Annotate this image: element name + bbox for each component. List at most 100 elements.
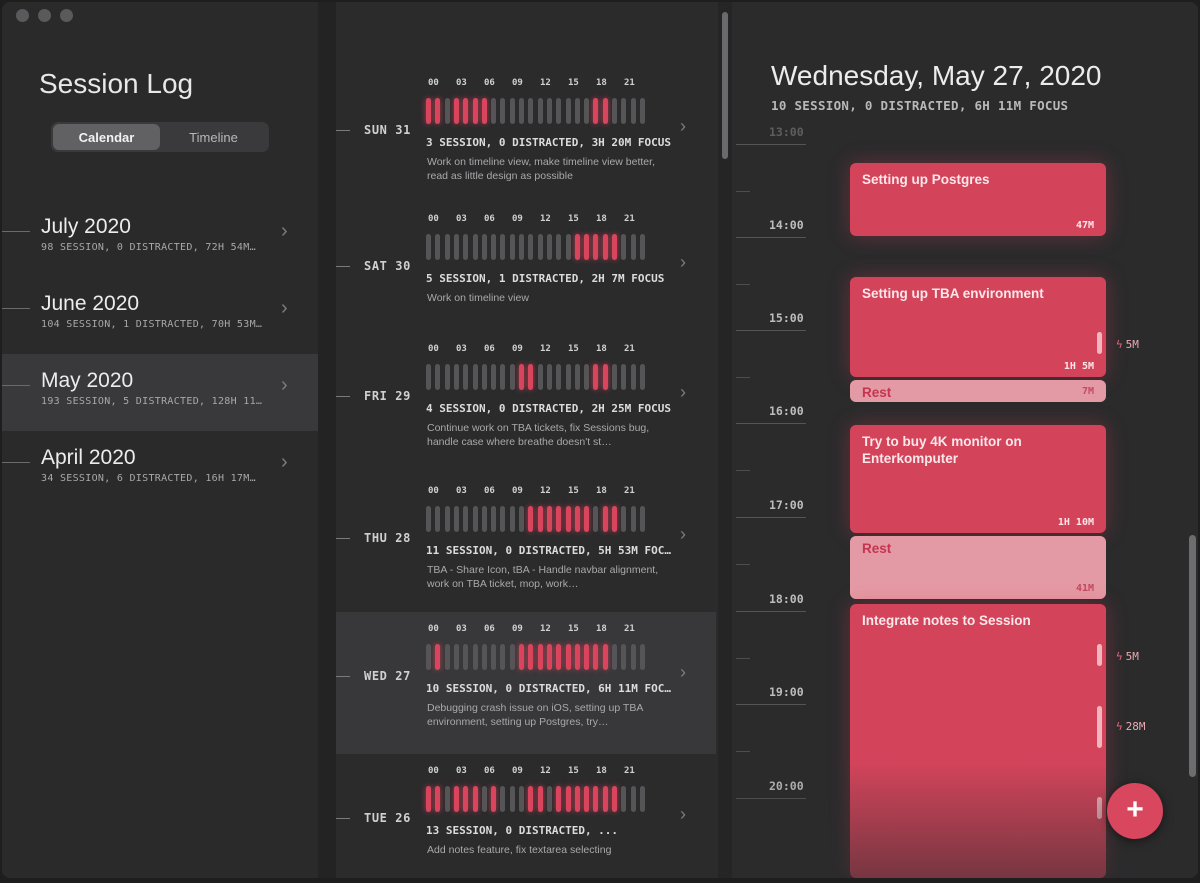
hour-bar <box>565 506 571 532</box>
hour-label: 21 <box>624 344 635 354</box>
hour-bar <box>481 506 487 532</box>
hour-bar <box>472 644 478 670</box>
hour-bar <box>621 506 627 532</box>
day-row-fri-29[interactable]: FRI 29 00 03 06 09 12 15 18 21 4 SESSION, 0 DISTR… <box>336 332 716 474</box>
hour-bar <box>556 364 562 390</box>
hour-label: 06 <box>484 214 495 224</box>
detail-scrollbar[interactable] <box>1187 2 1198 878</box>
hour-bar <box>509 234 515 260</box>
chevron-right-icon: › <box>281 297 288 319</box>
chevron-right-icon: › <box>680 382 686 402</box>
hour-label: 16:00 <box>769 404 804 418</box>
day-row-sun-31[interactable]: SUN 31 00 03 06 09 12 15 18 21 3 SESSION, 0 DISTR… <box>336 66 716 202</box>
half-hour-tick <box>736 564 750 565</box>
hour-bar <box>491 364 497 390</box>
month-item-june[interactable]: June 2020 104 SESSION, 1 DISTRACTED, 70H… <box>2 277 318 354</box>
add-session-button[interactable]: + <box>1107 783 1163 839</box>
hour-label: 12 <box>540 78 551 88</box>
close-window-button[interactable] <box>16 9 29 22</box>
month-item-may[interactable]: May 2020 193 SESSION, 5 DISTRACTED, 128H… <box>2 354 318 431</box>
scrollbar-thumb[interactable] <box>722 12 728 159</box>
view-segmented-control: Calendar Timeline <box>51 122 269 152</box>
block-title: Rest <box>862 541 892 556</box>
hour-bar <box>491 786 497 812</box>
hour-label: 09 <box>512 214 523 224</box>
month-item-april[interactable]: April 2020 34 SESSION, 6 DISTRACTED, 16H… <box>2 431 318 508</box>
hour-label: 15 <box>568 214 579 224</box>
pane-divider[interactable] <box>318 2 336 878</box>
day-stats: 3 SESSION, 0 DISTRACTED, 3H 20M FOCUS <box>426 136 672 149</box>
scrollbar-thumb[interactable] <box>1189 535 1196 777</box>
hour-label: 03 <box>456 624 467 634</box>
hour-bar <box>537 644 543 670</box>
hour-bar <box>593 644 599 670</box>
month-item-july[interactable]: July 2020 98 SESSION, 0 DISTRACTED, 72H … <box>2 200 318 277</box>
hour-line <box>736 237 806 238</box>
minimize-window-button[interactable] <box>38 9 51 22</box>
session-block[interactable]: Integrate notes to Session <box>850 604 1106 878</box>
hour-bar <box>537 234 543 260</box>
hour-bar <box>453 506 459 532</box>
hour-bar <box>491 234 497 260</box>
hour-label: 06 <box>484 344 495 354</box>
day-row-tue-26[interactable]: TUE 26 00 03 06 09 12 15 18 21 13 SESSION, 0 DIST… <box>336 754 716 874</box>
segment-timeline[interactable]: Timeline <box>189 129 238 145</box>
hour-bar <box>593 786 599 812</box>
hour-label: 18 <box>596 624 607 634</box>
day-label: FRI 29 <box>364 389 411 403</box>
lightning-icon: ϟ <box>1116 650 1123 663</box>
day-row-wed-27[interactable]: WED 27 00 03 06 09 12 15 18 21 10 SESSION, 0 DIST… <box>336 612 716 754</box>
day-tick <box>336 538 350 539</box>
hour-bar <box>509 98 515 124</box>
hour-bar <box>546 234 552 260</box>
chevron-right-icon: › <box>281 374 288 396</box>
day-list-scrollbar[interactable] <box>718 2 732 878</box>
hour-bar <box>435 786 441 812</box>
hour-bar <box>639 506 645 532</box>
hour-bar <box>612 364 617 390</box>
day-list: SUN 31 00 03 06 09 12 15 18 21 3 SESSION, 0 DISTR… <box>336 2 716 878</box>
hour-bar <box>481 98 487 124</box>
hour-label: 06 <box>484 78 495 88</box>
day-row-thu-28[interactable]: THU 28 00 03 06 09 12 15 18 21 11 SESSION, 0 DIST… <box>336 474 716 612</box>
day-label: THU 28 <box>364 531 411 545</box>
chevron-right-icon: › <box>281 451 288 473</box>
rest-block[interactable]: Rest 41M <box>850 536 1106 599</box>
hour-label: 18 <box>596 78 607 88</box>
hour-label: 03 <box>456 486 467 496</box>
day-stats: 11 SESSION, 0 DISTRACTED, 5H 53M FOC… <box>426 544 672 557</box>
session-block[interactable]: Setting up Postgres 47M <box>850 163 1106 236</box>
day-tick <box>336 396 350 397</box>
hour-line <box>736 704 806 705</box>
day-stats: 10 SESSION, 0 DISTRACTED, 6H 11M FOC… <box>426 682 672 695</box>
hour-bar <box>435 364 441 390</box>
session-block[interactable]: Try to buy 4K monitor on Enterkomputer 1H… <box>850 425 1106 533</box>
session-block[interactable]: Setting up TBA environment 1H 5M <box>850 277 1106 377</box>
half-hour-tick <box>736 190 750 192</box>
block-title: Setting up TBA environment <box>862 286 1044 301</box>
hour-bar <box>519 506 524 532</box>
zoom-window-button[interactable] <box>60 9 73 22</box>
half-hour-tick <box>736 470 750 471</box>
hour-bar <box>630 786 636 812</box>
hour-bar <box>481 364 487 390</box>
hour-bar <box>463 644 469 670</box>
hour-line <box>736 798 806 799</box>
segment-calendar[interactable]: Calendar <box>53 124 160 150</box>
hour-label: 12 <box>540 486 551 496</box>
hour-bar <box>444 234 450 260</box>
hour-bar <box>584 644 590 670</box>
hour-label: 12 <box>540 624 551 634</box>
hour-bar <box>639 644 645 670</box>
hour-bar <box>639 98 645 124</box>
day-row-sat-30[interactable]: SAT 30 00 03 06 09 12 15 18 21 5 SESSION, 1 DISTR… <box>336 202 716 332</box>
hour-bar <box>509 506 515 532</box>
hour-bar <box>565 98 571 124</box>
hour-bar <box>453 644 459 670</box>
hour-bar <box>426 786 431 812</box>
hour-label: 18 <box>596 344 607 354</box>
rest-block[interactable]: Rest 7M <box>850 380 1106 402</box>
hour-bar <box>509 786 515 812</box>
hour-bar <box>556 98 562 124</box>
hour-label: 18 <box>596 766 607 776</box>
